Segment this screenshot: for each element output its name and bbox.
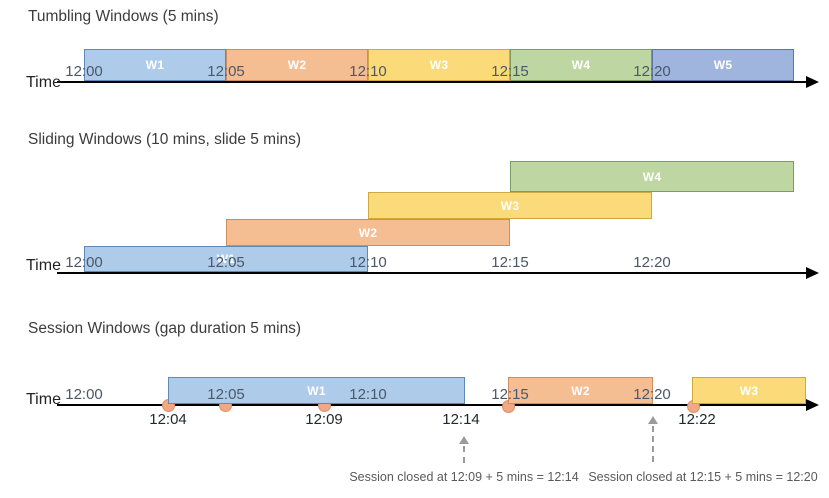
tick-label: 12:20	[633, 386, 671, 403]
tick-label: 12:05	[207, 386, 245, 403]
time-axis-label: Time	[26, 257, 61, 274]
window-label: W2	[287, 58, 307, 72]
event-time-label: 12:09	[305, 411, 343, 428]
window-label: W1	[145, 58, 165, 72]
time-axis-label: Time	[26, 74, 61, 91]
axis-arrow-icon	[806, 399, 819, 411]
window-label: W3	[429, 58, 449, 72]
tick-label: 12:10	[349, 63, 387, 80]
up-arrow-icon	[459, 436, 469, 444]
window-label: W2	[571, 383, 590, 398]
tick-label: 12:05	[207, 254, 245, 271]
window-label: W3	[739, 383, 759, 398]
tumbling-windows-title: Tumbling Windows (5 mins)	[28, 8, 219, 25]
session-window-w1: W1	[168, 377, 465, 404]
time-axis-label: Time	[26, 391, 61, 408]
time-axis-line	[57, 272, 807, 274]
tick-label: 12:15	[491, 254, 529, 271]
window-label: W3	[500, 198, 520, 213]
dashed-callout-line	[463, 446, 465, 463]
tick-label: 12:15	[491, 386, 529, 403]
tick-label: 12:10	[349, 386, 387, 403]
event-time-label: 12:22	[678, 411, 716, 428]
up-arrow-icon	[648, 416, 658, 424]
tumbling-window-w4: W4	[510, 49, 652, 81]
tick-label: 12:00	[65, 386, 103, 403]
sliding-window-w1: W1	[84, 246, 368, 272]
tick-label: 12:10	[349, 254, 387, 271]
window-label: W4	[642, 169, 662, 184]
sliding-windows-title: Sliding Windows (10 mins, slide 5 mins)	[28, 131, 302, 148]
event-time-label: 12:04	[149, 411, 187, 428]
tumbling-window-w3: W3	[368, 49, 510, 81]
window-label: W5	[713, 58, 733, 72]
session-closed-annotation: Session closed at 12:15 + 5 mins = 12:20	[588, 470, 818, 484]
session-closed-annotation: Session closed at 12:09 + 5 mins = 12:14	[349, 470, 579, 484]
tumbling-window-w2: W2	[226, 49, 368, 81]
dashed-callout-line	[652, 426, 654, 462]
sliding-window-w4: W4	[510, 161, 794, 192]
tick-label: 12:15	[491, 63, 529, 80]
event-time-label: 12:14	[442, 411, 480, 428]
sliding-window-w3: W3	[368, 192, 652, 219]
window-label: W1	[307, 383, 326, 398]
session-window-w3: W3	[692, 377, 806, 404]
sliding-window-w2: W2	[226, 219, 510, 246]
tick-label: 12:00	[65, 254, 103, 271]
window-label: W2	[358, 225, 378, 240]
tumbling-window-w1: W1	[84, 49, 226, 81]
session-windows-title: Session Windows (gap duration 5 mins)	[28, 320, 302, 337]
time-axis-line	[57, 404, 807, 406]
tick-label: 12:05	[207, 63, 245, 80]
tick-label: 12:20	[633, 63, 671, 80]
tumbling-window-w5: W5	[652, 49, 794, 81]
session-window-w2: W2	[508, 377, 653, 404]
axis-arrow-icon	[806, 267, 819, 279]
tick-label: 12:00	[65, 63, 103, 80]
tick-label: 12:20	[633, 254, 671, 271]
axis-arrow-icon	[806, 76, 819, 88]
window-label: W1	[216, 252, 236, 266]
window-label: W4	[571, 58, 591, 72]
time-axis-line	[57, 81, 807, 83]
